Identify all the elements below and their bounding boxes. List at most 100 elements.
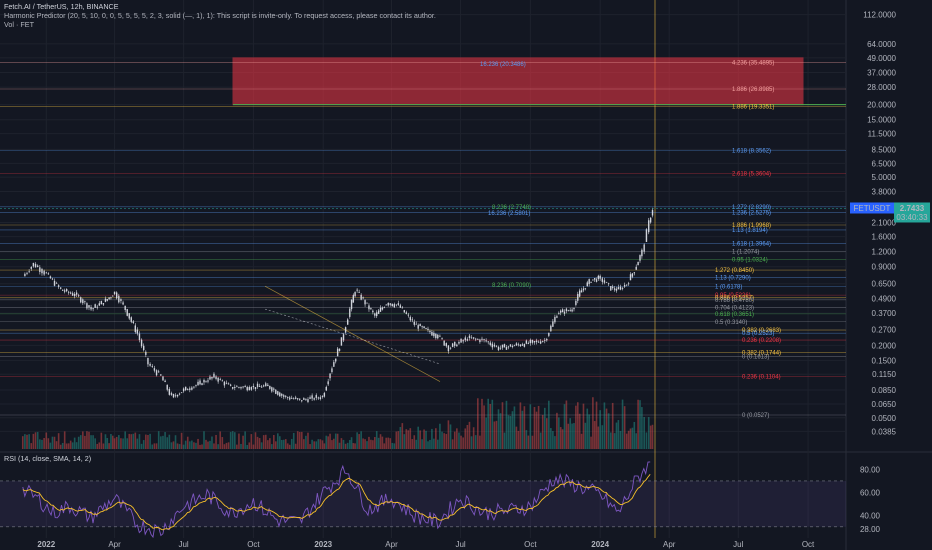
volume-bar: [537, 405, 540, 449]
candle-body: [439, 335, 441, 337]
price-tick-label: 0.0385: [872, 427, 897, 436]
volume-bar: [559, 427, 562, 449]
candle-body: [588, 279, 590, 285]
volume-bar: [525, 430, 528, 449]
candle-body: [45, 272, 47, 274]
candle-body: [147, 357, 149, 365]
volume-bar: [456, 428, 458, 449]
candle-body: [136, 329, 139, 334]
candle-body: [43, 270, 45, 275]
volume-bar: [603, 402, 606, 449]
volume-bar: [515, 426, 518, 449]
volume-bar: [379, 434, 382, 449]
candle-body: [24, 273, 26, 277]
candle-body: [607, 283, 610, 285]
candle-body: [479, 339, 481, 343]
candle-body: [374, 313, 376, 316]
volume-bar: [113, 438, 116, 449]
volume-bar: [233, 432, 236, 449]
volume-bar: [464, 428, 467, 449]
volume-bar: [556, 412, 558, 449]
candle-body: [385, 304, 387, 306]
volume-bar: [75, 442, 78, 449]
candle-body: [544, 340, 546, 342]
volume-bar: [477, 398, 479, 449]
volume-bar: [372, 440, 374, 449]
candle-body: [145, 351, 147, 355]
candle-body: [586, 282, 588, 287]
indicator-title: Harmonic Predictor (20, 5, 10, 0, 0, 5, …: [4, 11, 436, 20]
volume-bar: [229, 431, 232, 449]
candle-body: [429, 330, 431, 333]
time-tick-label: 2024: [591, 540, 609, 549]
candle-body: [592, 279, 594, 281]
candle-body: [561, 309, 564, 313]
candle-body: [475, 338, 477, 340]
candle-body: [358, 291, 360, 293]
candle-body: [227, 383, 230, 385]
candle-body: [187, 389, 189, 391]
volume-bar: [411, 439, 414, 449]
candle-body: [51, 278, 54, 280]
candle-body: [134, 325, 137, 333]
candle-body: [535, 340, 538, 343]
candle-body: [319, 397, 322, 400]
candle-body: [140, 339, 143, 347]
volume-bar: [569, 418, 571, 449]
candle-body: [364, 300, 366, 305]
volume-bar: [641, 407, 643, 449]
candle-body: [449, 347, 452, 349]
volume-bar: [334, 433, 337, 449]
candle-body: [205, 381, 207, 383]
price-tick-label: 5.0000: [872, 173, 897, 182]
volume-bar: [567, 423, 570, 449]
candle-body: [104, 298, 107, 302]
candle-body: [277, 391, 279, 395]
volume-bar: [94, 438, 96, 449]
volume-bar: [269, 438, 271, 449]
candle-body: [552, 321, 554, 327]
time-axis: 2022 Apr Jul Oct 2023 Apr Jul Oct 2024 Apr Jul Oct: [37, 540, 815, 549]
volume-bar: [28, 434, 30, 449]
candle-body: [619, 286, 622, 290]
candle-body: [113, 291, 116, 295]
price-tick-label: 0.2700: [872, 326, 897, 335]
volume-bar: [546, 418, 548, 449]
candle-body: [507, 346, 510, 348]
price-tick-label: 0.0500: [872, 414, 897, 423]
volume-bar: [191, 440, 193, 449]
volume-bar: [370, 439, 372, 449]
volume-bar: [122, 438, 124, 449]
volume-bar: [451, 439, 454, 449]
volume-bar: [615, 422, 618, 449]
candle-body: [331, 368, 333, 373]
candle-body: [637, 262, 639, 266]
volume-bar: [262, 435, 265, 449]
price-tick-label: 3.8000: [872, 187, 897, 196]
candle-body: [554, 316, 556, 323]
candle-body: [32, 262, 35, 267]
fib-level-label: 0.382 (0.1744): [742, 350, 781, 356]
volume-bar: [231, 431, 234, 449]
volume-bar: [601, 425, 604, 449]
candle-body: [437, 334, 439, 339]
fib-top-label: 16.236 (20.3486): [480, 62, 526, 68]
volume-bar: [493, 421, 496, 449]
candle-body: [217, 377, 219, 382]
candle-body: [393, 304, 395, 308]
volume-bar: [576, 402, 579, 449]
candle-body: [193, 386, 195, 388]
candle-body: [427, 328, 429, 330]
candle-body: [497, 346, 500, 351]
volume-bar: [227, 442, 230, 449]
candle-body: [511, 345, 514, 347]
fib-level-label: 0 (0.1613): [742, 355, 769, 361]
fib-level-label: 4.236 (35.4895): [732, 60, 774, 66]
candle-body: [155, 370, 158, 376]
candle-body: [82, 299, 84, 304]
candle-body: [462, 340, 464, 342]
fib-top-label: 8.236 (2.7748): [492, 205, 531, 211]
candle-body: [580, 290, 583, 293]
